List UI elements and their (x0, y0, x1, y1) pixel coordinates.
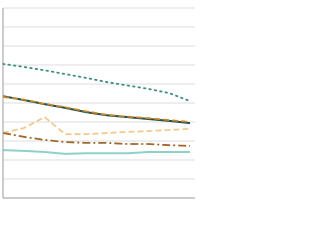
series-line (2, 132, 191, 147)
series-line (2, 63, 191, 102)
series-line (2, 149, 190, 155)
lines (2, 63, 191, 155)
chart (2, 7, 195, 199)
page: {"chart_data": {"type": "line", "x": [0,… (2, 7, 195, 199)
series-line (2, 96, 191, 123)
series-line (2, 116, 191, 136)
grid (3, 7, 195, 199)
